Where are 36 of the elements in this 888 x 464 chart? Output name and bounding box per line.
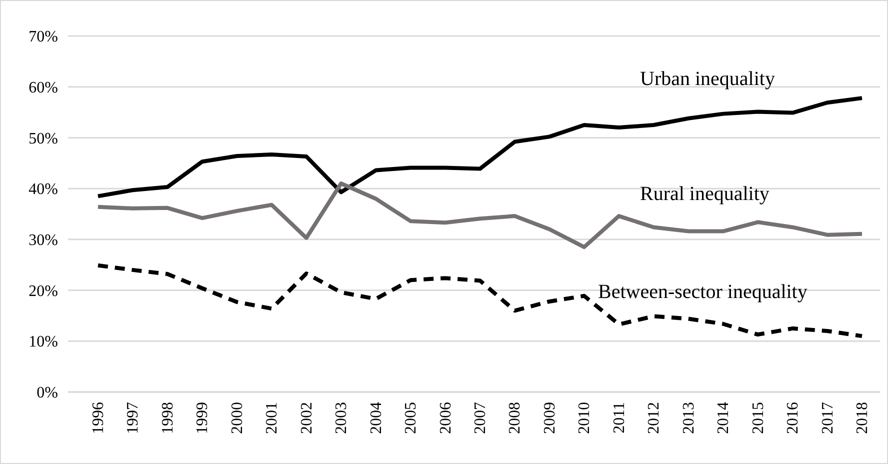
series-label: Between-sector inequality bbox=[598, 281, 808, 303]
x-tick-label: 2013 bbox=[680, 402, 698, 434]
x-tick-label: 1996 bbox=[90, 402, 107, 434]
y-tick-label: 60% bbox=[28, 79, 58, 96]
y-tick-label: 50% bbox=[28, 130, 58, 148]
series-label: Urban inequality bbox=[640, 68, 775, 90]
x-tick-label: 1997 bbox=[124, 402, 142, 434]
x-tick-label: 2015 bbox=[750, 402, 767, 434]
y-tick-label: 0% bbox=[36, 384, 58, 402]
x-tick-label: 2006 bbox=[437, 402, 454, 434]
x-tick-label: 2003 bbox=[333, 402, 350, 434]
x-tick-label: 2000 bbox=[228, 402, 246, 434]
x-tick-label: 2010 bbox=[576, 402, 594, 434]
x-tick-label: 2004 bbox=[368, 402, 385, 434]
y-tick-label: 70% bbox=[28, 28, 58, 46]
x-tick-label: 2014 bbox=[715, 402, 732, 434]
x-tick-label: 2009 bbox=[541, 402, 558, 434]
line-series bbox=[96, 263, 864, 338]
x-tick-label: 2017 bbox=[819, 402, 836, 434]
x-tick-label: 2001 bbox=[264, 402, 281, 434]
x-tick-label: 1998 bbox=[159, 402, 176, 434]
x-tick-label: 2008 bbox=[506, 402, 524, 434]
x-tick-label: 2016 bbox=[784, 402, 802, 434]
x-tick-label: 2002 bbox=[298, 402, 316, 434]
y-tick-label: 40% bbox=[28, 181, 58, 198]
x-tick-label: 2011 bbox=[610, 402, 628, 434]
x-tick-label: 2018 bbox=[854, 402, 871, 434]
y-tick-label: 20% bbox=[28, 282, 58, 300]
x-tick-label: 2007 bbox=[472, 402, 489, 434]
x-tick-label: 2005 bbox=[402, 402, 420, 434]
y-tick-label: 30% bbox=[28, 232, 58, 250]
y-tick-label: 10% bbox=[28, 334, 58, 351]
line-series bbox=[96, 181, 864, 250]
series-label: Rural inequality bbox=[640, 183, 770, 205]
x-tick-label: 2012 bbox=[646, 402, 663, 434]
x-tick-label: 1999 bbox=[194, 402, 212, 434]
